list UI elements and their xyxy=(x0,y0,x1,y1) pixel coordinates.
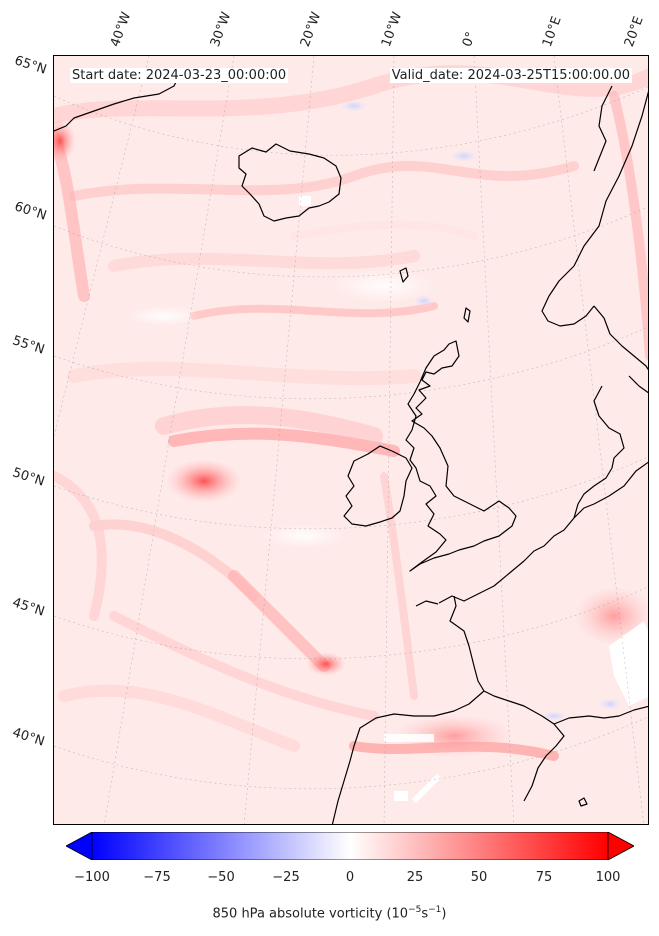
colorbar-extend-high xyxy=(607,832,634,860)
latitude-label: 50°N xyxy=(10,465,47,490)
coastline-norway xyxy=(541,91,648,327)
coastline-balearic-islands xyxy=(578,797,588,807)
masked-terrain xyxy=(609,621,648,706)
coastline-iberia-east xyxy=(483,690,565,802)
vorticity-maximum xyxy=(54,119,76,163)
graticule xyxy=(54,56,648,824)
longitude-label: 20°E xyxy=(621,14,647,50)
latitude-label: 45°N xyxy=(10,595,47,620)
longitude-label: 10°E xyxy=(539,14,565,50)
colorbar-tick: 100 xyxy=(595,870,621,885)
latitude-label: 65°N xyxy=(12,53,49,78)
negative-vorticity-patch xyxy=(540,711,568,721)
coastline-netherlands xyxy=(573,467,613,519)
colorbar-tick: −75 xyxy=(143,870,171,885)
vorticity-maximum xyxy=(306,652,346,676)
negative-vorticity-patch xyxy=(340,100,368,112)
coastline-denmark-islands xyxy=(628,375,648,394)
coastline-greenland xyxy=(54,75,180,132)
latitude-label: 55°N xyxy=(10,333,47,358)
coastline-ireland xyxy=(343,445,413,527)
colorbar-extend-low xyxy=(66,832,93,860)
masked-terrain xyxy=(411,773,442,804)
longitude-label: 30°W xyxy=(207,10,235,49)
masked-terrain xyxy=(394,791,408,801)
coastline-brittany xyxy=(415,600,439,607)
colorbar xyxy=(66,832,634,860)
colorbar-tick: 75 xyxy=(535,870,553,885)
masked-terrain xyxy=(299,196,311,206)
colorbar-tick: 0 xyxy=(345,870,355,885)
map-panel: Start date: 2024-03-23_00:00:00 Valid_da… xyxy=(53,55,649,825)
low-vorticity-area xyxy=(264,524,344,548)
vorticity-streaks xyxy=(54,65,648,761)
coastline-faroe-islands xyxy=(399,267,409,283)
coastline-great-britain xyxy=(405,340,517,572)
coastline-mediterranean xyxy=(553,705,648,725)
coastline-denmark xyxy=(593,385,625,469)
negative-vorticity-patch xyxy=(598,698,622,710)
valid-date-label: Valid_date: 2024-03-25T15:00:00.00 xyxy=(389,68,632,83)
coastline-france-north xyxy=(438,461,648,604)
coastline-shetland xyxy=(463,307,471,323)
vorticity-band xyxy=(394,714,514,758)
longitude-label: 10°W xyxy=(378,10,406,49)
coastline-sweden xyxy=(593,305,648,371)
latitude-label: 40°N xyxy=(10,725,47,750)
vorticity-band xyxy=(574,586,648,646)
latitude-label: 60°N xyxy=(12,199,49,224)
coastline-bay-of-biscay xyxy=(449,595,485,692)
colorbar-tick: −25 xyxy=(272,870,300,885)
vorticity-maximum xyxy=(166,459,242,503)
colorbar-tick: −50 xyxy=(207,870,235,885)
vorticity-map xyxy=(54,56,648,824)
longitude-label: 20°W xyxy=(297,10,325,49)
coastline-iceland xyxy=(238,143,342,222)
colorbar-tick: 25 xyxy=(406,870,424,885)
colorbar-tick: 50 xyxy=(470,870,488,885)
longitude-label: 0° xyxy=(459,29,480,49)
colorbar-label: 850 hPa absolute vorticity (10−5s−1) xyxy=(212,905,447,922)
coastlines xyxy=(54,75,648,824)
longitude-label: 40°W xyxy=(107,10,135,49)
low-vorticity-area xyxy=(334,270,434,302)
negative-vorticity-patch xyxy=(414,295,434,307)
low-vorticity-area xyxy=(129,306,199,326)
colorbar-gradient xyxy=(91,832,609,860)
coastline-norway-north xyxy=(593,85,613,172)
negative-vorticity-patch xyxy=(450,150,478,162)
colorbar-tick: −100 xyxy=(74,870,110,885)
coastline-iberia xyxy=(331,690,485,824)
masked-terrain xyxy=(384,734,434,742)
start-date-label: Start date: 2024-03-23_00:00:00 xyxy=(70,68,289,83)
